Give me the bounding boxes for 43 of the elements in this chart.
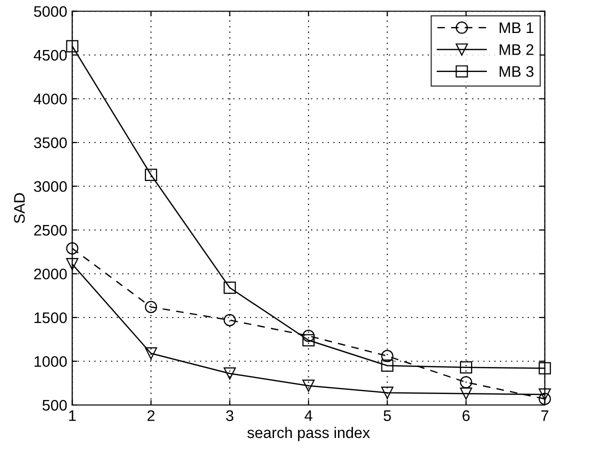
point <box>381 350 394 362</box>
point <box>66 258 78 270</box>
y-tick-label: 2000 <box>34 268 67 280</box>
x-tick-label: 7 <box>541 410 548 421</box>
legend-label: MB 2 <box>500 44 534 55</box>
point <box>66 40 78 52</box>
y-axis-title: SAD <box>14 193 25 224</box>
point <box>538 388 551 401</box>
point <box>302 330 315 342</box>
point <box>302 334 315 346</box>
point <box>144 300 158 314</box>
point <box>381 386 394 399</box>
x-tick-label: 2 <box>148 410 154 421</box>
point <box>144 168 158 181</box>
y-tick-label: 4000 <box>34 94 67 104</box>
point <box>224 314 236 326</box>
y-tick-label: 500 <box>42 400 67 411</box>
y-tick-label: 5000 <box>34 6 67 17</box>
x-tick-label: 5 <box>384 410 391 422</box>
point <box>538 362 551 374</box>
y-tick-label: 1000 <box>34 356 67 367</box>
x-tick-label: 3 <box>226 410 234 422</box>
point <box>224 367 236 380</box>
point <box>538 392 551 405</box>
point <box>302 380 315 392</box>
y-tick-label: 3000 <box>34 181 67 192</box>
point <box>224 282 236 294</box>
x-tick-label: 4 <box>304 410 312 421</box>
legend-label: MB 3 <box>500 66 534 77</box>
y-tick-label: 3500 <box>34 137 67 148</box>
y-tick-label: 4500 <box>34 50 67 61</box>
point <box>144 347 158 360</box>
y-tick-label: 1500 <box>34 312 67 324</box>
x-tick-label: 1 <box>69 410 76 421</box>
legend-label: MB 1 <box>500 22 534 34</box>
point <box>381 360 394 372</box>
point <box>460 361 472 374</box>
point <box>460 376 472 388</box>
point <box>460 388 472 400</box>
point <box>66 242 78 254</box>
x-axis-title: search pass index <box>247 426 370 442</box>
x-tick-label: 6 <box>462 410 470 422</box>
y-tick-label: 2500 <box>34 224 67 236</box>
